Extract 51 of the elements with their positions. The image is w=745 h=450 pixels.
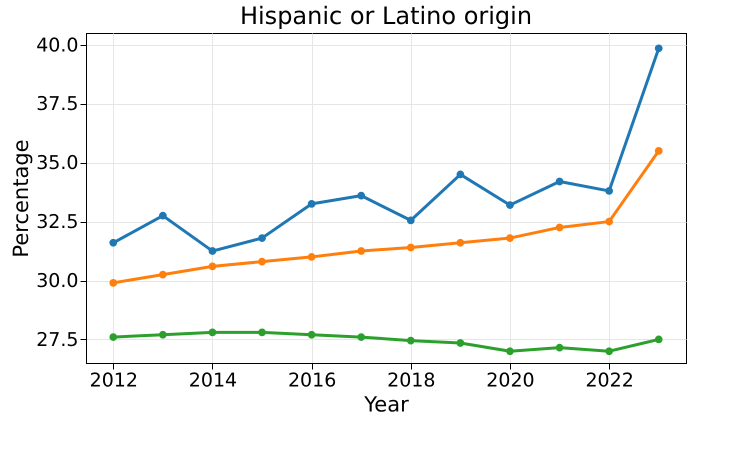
x-tick-label: 2020 <box>486 370 535 392</box>
point <box>208 247 216 255</box>
point <box>109 333 118 341</box>
x-axis-title: Year <box>363 392 410 416</box>
point <box>258 234 266 242</box>
point <box>258 258 266 266</box>
point <box>406 244 415 252</box>
point <box>605 218 614 226</box>
y-tick-label: 40.0 <box>36 34 78 56</box>
point <box>208 262 216 270</box>
point <box>456 339 464 347</box>
chart-title: Hispanic or Latino origin <box>240 2 532 30</box>
point <box>406 216 415 224</box>
y-tick-label: 27.5 <box>36 328 78 351</box>
point <box>556 344 564 352</box>
point <box>654 146 663 155</box>
point <box>357 192 366 200</box>
point <box>158 212 167 220</box>
point <box>506 201 514 209</box>
point <box>506 347 514 356</box>
point <box>456 238 464 247</box>
point <box>605 187 614 195</box>
y-tick-label: 30.0 <box>36 270 78 292</box>
point <box>109 238 118 247</box>
point <box>208 328 216 336</box>
y-tick-label: 35.0 <box>36 152 78 174</box>
point <box>158 270 167 278</box>
x-tick-label: 2022 <box>585 370 634 392</box>
point <box>109 278 118 287</box>
point <box>158 330 167 339</box>
x-tick-label: 2018 <box>387 370 436 392</box>
point <box>605 347 614 356</box>
point <box>406 336 415 344</box>
x-tick-label: 2014 <box>188 370 238 392</box>
point <box>456 170 464 178</box>
point <box>556 224 564 232</box>
x-tick-label: 2012 <box>90 370 138 392</box>
point <box>654 44 663 52</box>
point <box>308 330 316 339</box>
point <box>506 234 514 242</box>
y-tick-label: 32.5 <box>36 211 78 234</box>
point <box>654 336 663 344</box>
y-tick-label: 37.5 <box>36 93 78 116</box>
point <box>357 333 366 341</box>
point <box>258 328 266 336</box>
point <box>308 200 316 208</box>
point <box>357 247 366 255</box>
point <box>308 253 316 261</box>
point <box>556 178 564 186</box>
x-tick-label: 2016 <box>288 370 336 392</box>
y-axis-title: Percentage <box>9 139 34 258</box>
